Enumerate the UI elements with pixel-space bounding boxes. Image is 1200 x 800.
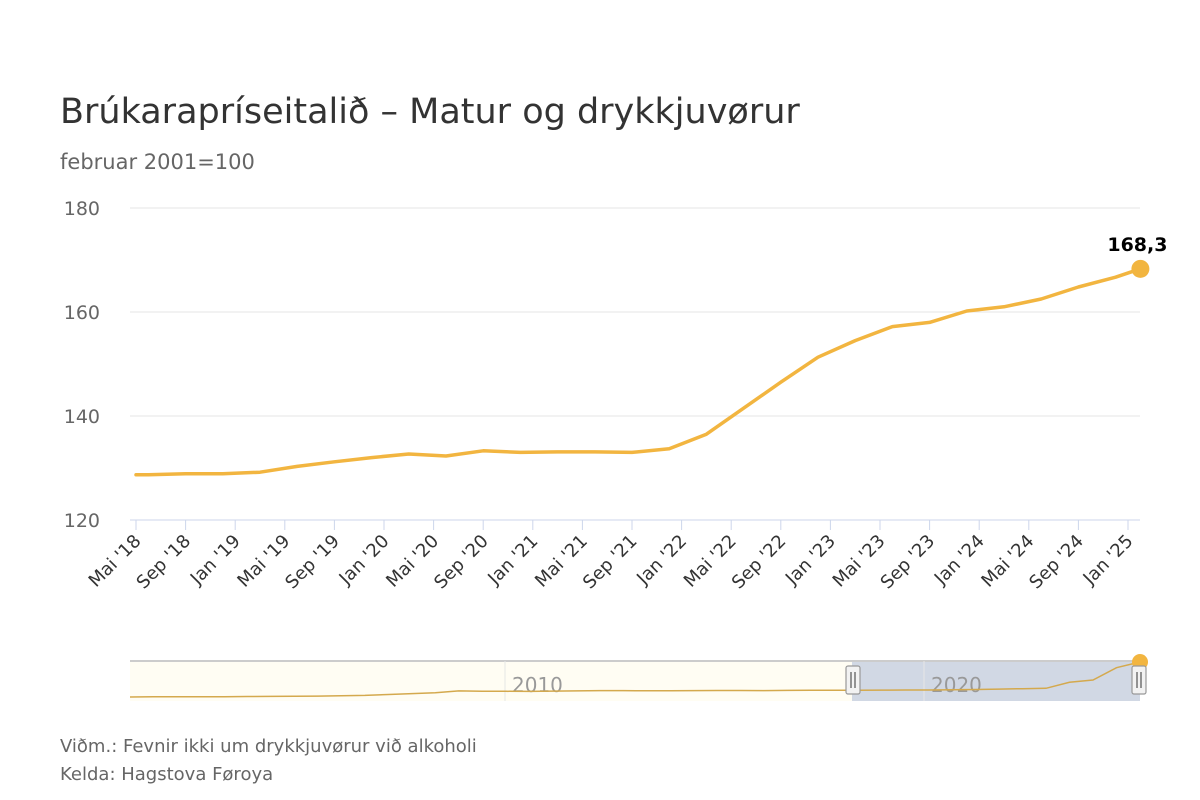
- x-tick-label: Jan '19: [186, 531, 245, 590]
- x-tick-label: Sep '19: [281, 531, 344, 594]
- navigator-left-handle[interactable]: [845, 665, 861, 695]
- y-tick-label: 140: [64, 406, 100, 428]
- chart-source[interactable]: Kelda: Hagstova Føroya: [60, 764, 274, 785]
- x-tick-label: Jan '24: [930, 531, 989, 590]
- last-point-label: 168,3: [1107, 234, 1167, 256]
- chart-subtitle: februar 2001=100: [60, 150, 255, 174]
- navigator-selected-range[interactable]: [852, 661, 1140, 701]
- navigator-series-line: [129, 661, 1141, 698]
- handle-body[interactable]: [1131, 665, 1147, 695]
- series-line[interactable]: [134, 267, 1143, 477]
- series-area[interactable]: 168,3: [134, 234, 1167, 477]
- grid-lines: [130, 207, 1140, 417]
- x-tick-label: Sep '18: [133, 531, 196, 594]
- x-tick-label: Sep '20: [430, 531, 493, 594]
- y-tick-label: 120: [64, 510, 100, 532]
- x-tick-label: Jan '25: [1079, 531, 1138, 590]
- x-tick-label: Jan '23: [781, 531, 840, 590]
- x-tick-label: Sep '22: [728, 531, 791, 594]
- x-tick-label: Sep '21: [579, 531, 642, 594]
- navigator-right-handle[interactable]: [1131, 665, 1147, 695]
- x-tick-label: Jan '20: [335, 531, 394, 590]
- x-tick-label: Sep '23: [877, 531, 940, 594]
- last-point-marker[interactable]: [1131, 259, 1150, 278]
- navigator-background: [130, 661, 1140, 701]
- x-tick-label: Jan '22: [632, 531, 691, 590]
- x-tick-label: Sep '24: [1025, 531, 1088, 594]
- navigator-year-label: 2010: [512, 673, 563, 697]
- chart-title: Brúkarapríseitalið – Matur og drykkjuvør…: [60, 92, 800, 132]
- y-axis: 120 140 160 180: [64, 198, 100, 532]
- y-tick-label: 180: [64, 198, 100, 220]
- handle-body[interactable]: [845, 665, 861, 695]
- x-tick-label: Jan '21: [483, 531, 542, 590]
- chart-note: Viðm.: Fevnir ikki um drykkjuvørur við a…: [60, 736, 477, 757]
- y-tick-label: 160: [64, 302, 100, 324]
- navigator[interactable]: 2010 2020: [129, 654, 1148, 701]
- navigator-year-label: 2020: [931, 673, 982, 697]
